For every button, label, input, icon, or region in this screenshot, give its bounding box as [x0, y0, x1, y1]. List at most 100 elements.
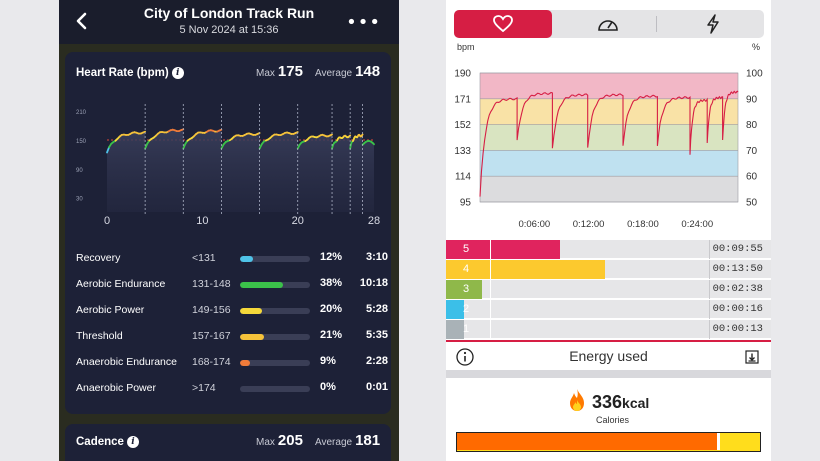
heart-rate-chart: 210 150 90 30 0 10 20 28: [76, 104, 380, 227]
zone-number: 5: [463, 243, 470, 255]
x-tick-label: 0:18:00: [627, 219, 659, 230]
app-header: City of London Track Run 5 Nov 2024 at 1…: [59, 0, 399, 44]
zone-time: 5:28: [365, 303, 388, 315]
zone-row: Aerobic Power 149-156 20% 5:28: [76, 302, 388, 320]
heart-rate-line-segment: [348, 134, 352, 138]
zone-time-bar: [446, 240, 560, 259]
calories-bar-fill: [457, 433, 717, 450]
tab-bar: [454, 10, 764, 38]
tab-speed[interactable]: [558, 10, 658, 38]
heart-rate-line-segment: [360, 133, 364, 137]
y-tick-label: 150: [76, 139, 87, 145]
hr-average: Average 148: [315, 63, 381, 80]
right-tick-label: 70: [746, 146, 758, 157]
zone-duration: 00:13:50: [712, 263, 763, 275]
zone-bar-separator: [709, 260, 710, 279]
section-divider: [446, 370, 771, 378]
zone-bar-separator: [709, 300, 710, 319]
speedometer-icon: [598, 20, 618, 31]
heart-rate-line-segment: [329, 133, 333, 137]
tab-heart[interactable]: [454, 10, 552, 38]
zone-bar: [240, 360, 310, 366]
left-tick-label: 114: [455, 172, 471, 183]
zone-bar-row: 5 00:09:55: [446, 240, 771, 259]
cadence-card[interactable]: Cadence i Max 205 Average 181: [65, 424, 391, 461]
energy-used-bar[interactable]: Energy used: [446, 340, 771, 370]
x-tick-label: 28: [368, 215, 380, 227]
lightning-icon: [707, 14, 719, 34]
calories-label: Calories: [595, 415, 629, 425]
right-tick-label: 90: [746, 94, 758, 105]
zone-bar-row: 4 00:13:50: [446, 260, 771, 279]
zone-percent: 9%: [320, 355, 336, 367]
y-tick-label: 210: [76, 110, 87, 116]
zone-range: 157-167: [192, 330, 231, 342]
more-dots-icon[interactable]: •••: [346, 12, 381, 33]
zone-number: 3: [463, 283, 470, 295]
info-icon[interactable]: [456, 348, 474, 366]
tab-power[interactable]: [660, 10, 764, 38]
zone-bar: [240, 282, 310, 288]
zone-percent: 21%: [320, 329, 343, 341]
calories-bar-marker: [716, 433, 720, 450]
heart-rate-zone-chart: bpm % 190 171 152 133 114 95 100 90 80 70 60 50 0:06:0…: [454, 42, 763, 230]
heart-rate-title: Heart Rate (bpm) i: [76, 67, 184, 79]
heart-rate-line-segment: [142, 130, 146, 134]
x-tick-label: 0:24:00: [681, 219, 713, 230]
zone-bar-fill: [240, 360, 251, 366]
zone-duration: 00:00:13: [712, 323, 763, 335]
zone-row: Recovery <131 12% 3:10: [76, 250, 388, 268]
left-tick-label: 171: [454, 94, 471, 105]
right-tick-label: 60: [746, 172, 758, 183]
zone-name: Aerobic Power: [76, 304, 145, 316]
zone-band: [480, 73, 738, 99]
zone-bar-separator: [709, 280, 710, 299]
zone-row: Aerobic Endurance 131-148 38% 10:18: [76, 276, 388, 294]
zone-bars-marker: [490, 240, 491, 340]
plot-frame: [479, 72, 739, 203]
zone-duration: 00:00:16: [712, 303, 763, 315]
zone-duration: 00:02:38: [712, 283, 763, 295]
info-icon[interactable]: i: [171, 67, 184, 79]
zone-time: 10:18: [359, 277, 388, 289]
zone-row: Anaerobic Endurance 168-174 9% 2:28: [76, 354, 388, 372]
zone-bar: [240, 386, 310, 392]
zone-percent: 38%: [320, 277, 343, 289]
export-icon[interactable]: [745, 350, 759, 364]
x-tick-label: 0:06:00: [518, 219, 550, 230]
zone-range: <131: [192, 252, 216, 264]
heart-rate-line: [479, 90, 739, 197]
zone-bar-fill: [240, 308, 263, 314]
left-tick-label: 152: [454, 120, 471, 131]
zone-bar-fill: [240, 282, 283, 288]
zone-band: [480, 150, 738, 177]
right-axis-unit: %: [752, 42, 760, 52]
zone-name: Threshold: [76, 330, 123, 342]
left-panel: City of London Track Run 5 Nov 2024 at 1…: [59, 0, 399, 461]
y-tick-label: 90: [76, 168, 83, 174]
zone-number: 1: [463, 323, 470, 335]
zone-band: [480, 124, 738, 151]
cadence-average: Average 181: [315, 432, 381, 449]
x-tick-label: 20: [292, 215, 304, 227]
cadence-title: Cadence i: [76, 436, 139, 448]
zone-percent: 12%: [320, 251, 343, 263]
x-tick-label: 0:12:00: [573, 219, 605, 230]
info-icon[interactable]: i: [126, 436, 139, 448]
zone-time-bar: [446, 300, 464, 319]
tab-divider: [656, 16, 657, 32]
zone-row: Anaerobic Power >174 0% 0:01: [76, 380, 388, 398]
cadence-max: Max 205: [256, 432, 303, 449]
flame-icon: [570, 389, 584, 411]
x-tick-label: 10: [196, 215, 208, 227]
heart-rate-card: Heart Rate (bpm) i Max 175 Average 148 210 1…: [65, 52, 391, 414]
heart-rate-area: [107, 129, 374, 212]
zone-range: >174: [192, 382, 216, 394]
chevron-left-icon[interactable]: [71, 9, 93, 33]
zone-time-bar: [446, 280, 482, 299]
zone-number: 2: [463, 303, 470, 315]
zone-bar: [240, 256, 310, 262]
zone-bar-row: 3 00:02:38: [446, 280, 771, 299]
calories-bar: [456, 432, 761, 452]
zone-bar-separator: [709, 240, 710, 259]
